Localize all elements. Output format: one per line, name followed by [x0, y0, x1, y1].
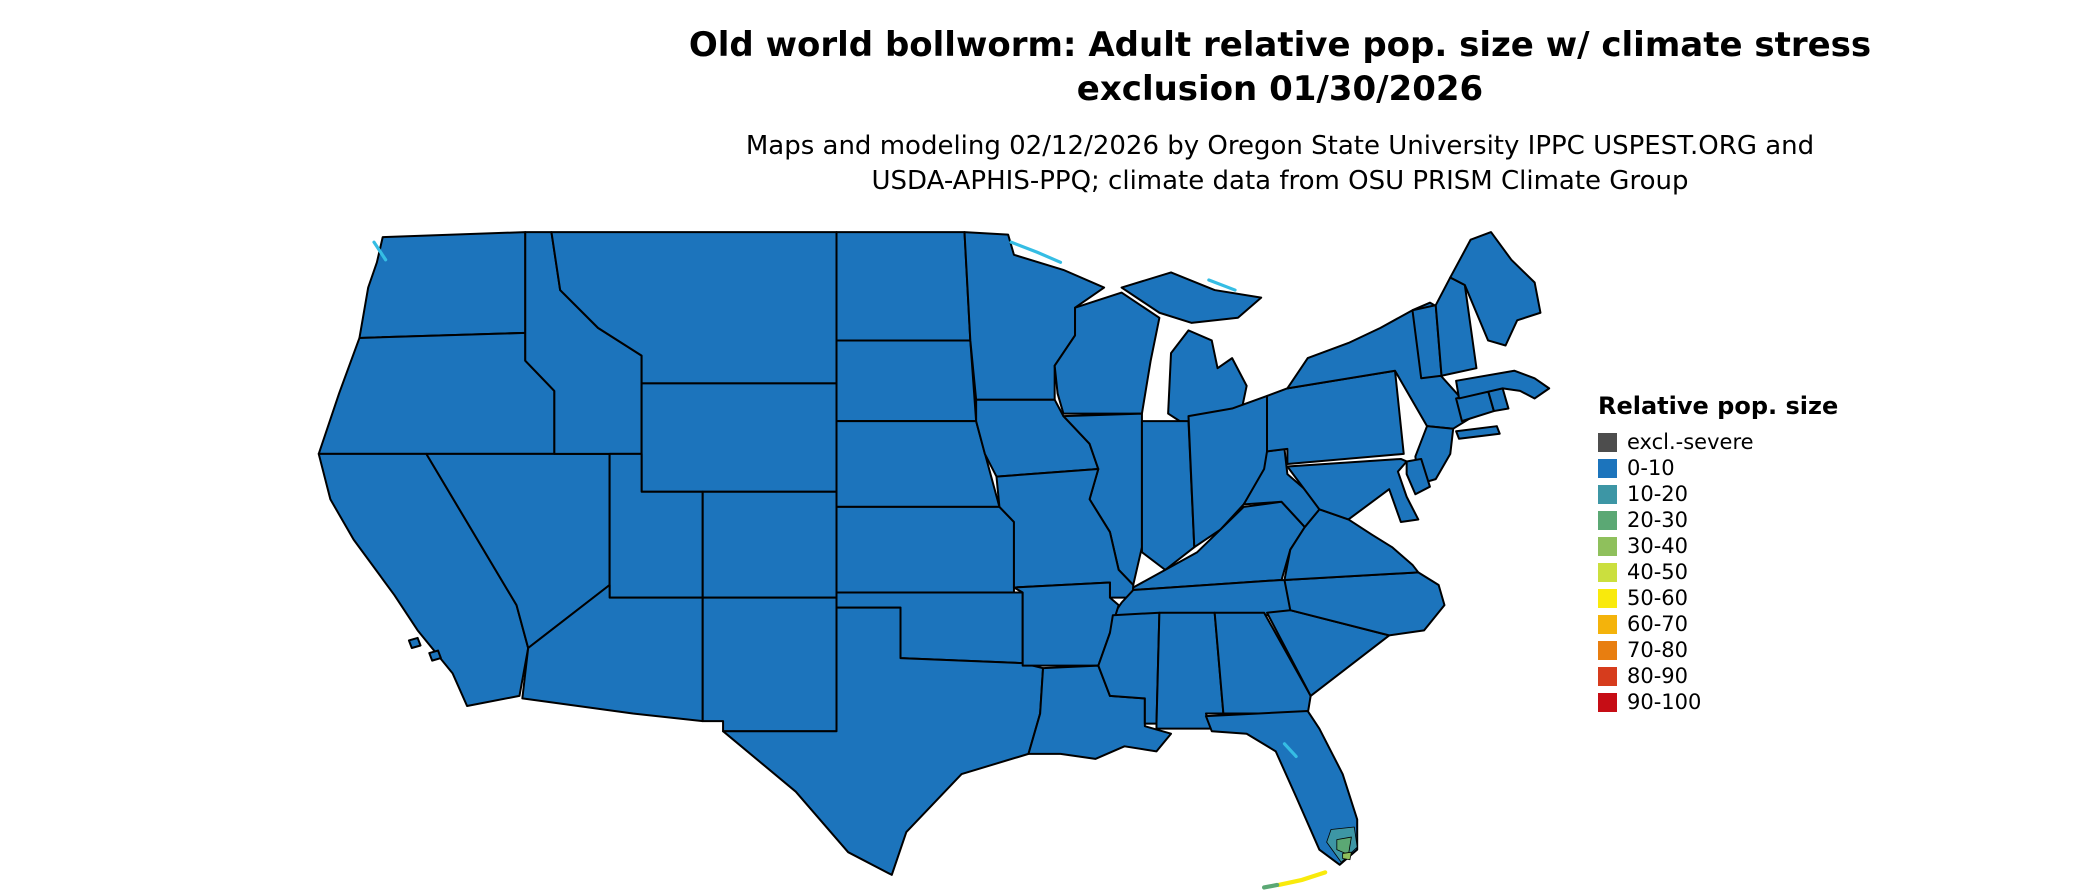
- state-nh: [1436, 277, 1477, 375]
- state-wi: [1055, 293, 1160, 414]
- florida-anomaly-layer: [1264, 827, 1357, 887]
- state-de: [1407, 459, 1430, 494]
- legend-label-80-90: 80-90: [1627, 664, 1689, 688]
- legend-item-60-70: 60-70: [1598, 614, 1838, 635]
- us-map: [310, 222, 1555, 890]
- legend-label-30-40: 30-40: [1627, 534, 1689, 558]
- figure-subtitle-line2: USDA-APHIS-PPQ; climate data from OSU PR…: [871, 166, 1689, 197]
- water-accent-puget-sound: [374, 242, 386, 260]
- legend-item-10-20: 10-20: [1598, 484, 1838, 505]
- state-nm: [703, 598, 837, 732]
- state-pa: [1267, 371, 1404, 464]
- figure-title-line2: exclusion 01/30/2026: [1076, 68, 1484, 109]
- water-accent-layer: [374, 242, 1296, 756]
- legend-item-0-10: 0-10: [1598, 458, 1838, 479]
- legend-label-70-80: 70-80: [1627, 638, 1689, 662]
- us-map-svg: [310, 222, 1555, 890]
- state-nd: [837, 232, 971, 340]
- florida-keys-20-30: [1264, 885, 1277, 888]
- states-layer: [319, 232, 1549, 875]
- water-accent-fl-coast: [1284, 744, 1296, 757]
- figure-title-line1: Old world bollworm: Adult relative pop. …: [688, 25, 1872, 65]
- state-tx: [723, 608, 1043, 875]
- water-accent-mn-border-lakes: [1011, 242, 1060, 262]
- state-al: [1156, 613, 1223, 729]
- legend-swatch-20-30: [1598, 511, 1617, 530]
- legend-item-80-90: 80-90: [1598, 666, 1838, 687]
- legend-label-10-20: 10-20: [1627, 482, 1689, 506]
- legend-swatch-10-20: [1598, 485, 1617, 504]
- legend-swatch-90-100: [1598, 693, 1617, 712]
- legend-item-30-40: 30-40: [1598, 536, 1838, 557]
- state-or: [319, 333, 555, 454]
- water-accent-sault-area: [1209, 280, 1235, 290]
- figure-header: Old world bollworm: Adult relative pop. …: [480, 24, 2080, 199]
- state-wa: [359, 232, 525, 338]
- legend-label-40-50: 40-50: [1627, 560, 1689, 584]
- legend-item-20-30: 20-30: [1598, 510, 1838, 531]
- state-in: [1142, 421, 1194, 570]
- state-mi-upper-peninsula: [1122, 272, 1262, 322]
- state-ks: [837, 507, 1014, 593]
- state-md: [1287, 459, 1418, 522]
- legend-swatch-60-70: [1598, 615, 1617, 634]
- legend-title: Relative pop. size: [1598, 392, 1839, 420]
- legend-swatch-0-10: [1598, 459, 1617, 478]
- channel-island-1: [409, 638, 421, 648]
- state-ny-long-island: [1456, 426, 1500, 439]
- state-wv: [1244, 449, 1320, 527]
- legend-item-40-50: 40-50: [1598, 562, 1838, 583]
- florida-keys-50-60: [1279, 872, 1326, 885]
- legend-label-60-70: 60-70: [1627, 612, 1689, 636]
- legend-swatch-80-90: [1598, 667, 1617, 686]
- legend-label-0-10: 0-10: [1627, 456, 1675, 480]
- legend-item-90-100: 90-100: [1598, 692, 1838, 713]
- legend-item-50-60: 50-60: [1598, 588, 1838, 609]
- legend-swatch-40-50: [1598, 563, 1617, 582]
- figure-subtitle-line1: Maps and modeling 02/12/2026 by Oregon S…: [745, 131, 1815, 162]
- legend-swatch-excl-severe: [1598, 433, 1617, 452]
- state-ma: [1456, 371, 1549, 399]
- state-nc: [1284, 572, 1444, 635]
- state-wy: [642, 383, 837, 491]
- legend-swatch-70-80: [1598, 641, 1617, 660]
- legend-label-50-60: 50-60: [1627, 586, 1689, 610]
- legend-swatch-50-60: [1598, 589, 1617, 608]
- state-me: [1450, 232, 1540, 345]
- state-co: [703, 492, 837, 598]
- state-sd: [837, 340, 977, 421]
- legend-label-excl-severe: excl.-severe: [1627, 430, 1754, 454]
- legend-label-90-100: 90-100: [1627, 690, 1702, 714]
- legend-swatch-30-40: [1598, 537, 1617, 556]
- state-fl: [1206, 711, 1357, 865]
- figure-subtitle: Maps and modeling 02/12/2026 by Oregon S…: [480, 129, 2080, 199]
- legend-item-excl-severe: excl.-severe: [1598, 432, 1838, 453]
- channel-island-2: [429, 651, 441, 661]
- florida-tip-patch-30-40: [1343, 852, 1352, 860]
- legend: Relative pop. size excl.-severe 0-10 10-…: [1598, 392, 1838, 718]
- legend-item-70-80: 70-80: [1598, 640, 1838, 661]
- legend-label-20-30: 20-30: [1627, 508, 1689, 532]
- state-ga: [1215, 613, 1311, 714]
- state-ne: [837, 421, 1000, 507]
